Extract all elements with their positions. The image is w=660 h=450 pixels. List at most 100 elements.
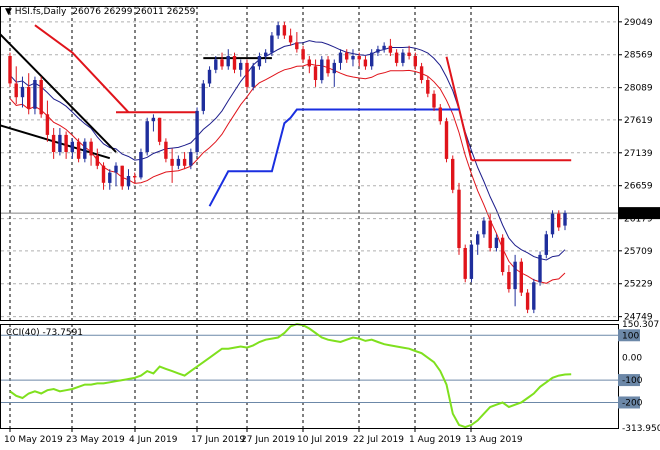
price-tick-label: 29049: [624, 18, 653, 28]
candle-body: [39, 80, 43, 115]
candle-body: [76, 141, 81, 159]
candle-body: [419, 66, 424, 80]
candle-body: [307, 59, 311, 67]
candle-body: [320, 59, 324, 81]
candle-body: [14, 83, 18, 98]
candle-body: [394, 52, 399, 63]
candle-body: [27, 86, 31, 109]
candle-body: [426, 80, 430, 94]
candle-body: [276, 25, 280, 36]
candle-body: [550, 213, 555, 235]
candle-body: [33, 80, 37, 109]
candle-body: [157, 117, 162, 142]
candle-body: [382, 45, 386, 50]
chart-title: ▼ HSI.fs,Daily 26076 26299 26011 26259: [5, 7, 196, 17]
candle-body: [463, 248, 467, 279]
envelope-upper-line: [9, 40, 566, 261]
candle-body: [101, 165, 106, 183]
date-label: 10 Jul 2019: [297, 435, 348, 445]
candle-body: [500, 237, 505, 272]
candle-body: [126, 176, 131, 187]
candles: [8, 21, 567, 314]
cci-tick-label: 0.00: [622, 354, 642, 364]
candle-body: [176, 158, 181, 166]
candle-body: [388, 45, 393, 53]
date-label: 4 Jun 2019: [129, 435, 178, 445]
candle-body: [469, 244, 474, 279]
candle-body: [332, 62, 336, 74]
date-label: 23 May 2019: [66, 435, 125, 445]
candle-body: [170, 158, 174, 166]
candle-body: [220, 59, 224, 67]
candle-body: [232, 56, 237, 70]
symbol-label: HSI.fs,Daily: [15, 7, 67, 17]
candle-body: [226, 56, 230, 67]
candle-body: [264, 52, 268, 56]
price-tick-label: 26179: [624, 215, 653, 225]
candle-body: [407, 52, 411, 56]
date-label: 17 Jun 2019: [191, 435, 245, 445]
candle-body: [519, 261, 523, 293]
candle-body: [51, 134, 56, 152]
candle-body: [83, 141, 87, 159]
price-tick-label: 28089: [624, 84, 653, 94]
candle-body: [257, 56, 262, 67]
candle-body: [189, 152, 193, 166]
date-label: 13 Aug 2019: [465, 435, 523, 445]
candle-body: [494, 237, 499, 248]
candle-body: [544, 234, 548, 255]
candle-body: [525, 292, 530, 310]
candle-body: [295, 42, 299, 50]
candle-body: [444, 121, 449, 159]
candle-body: [451, 158, 455, 190]
candle-body: [164, 141, 168, 159]
cci-level-marker: [618, 329, 640, 342]
candle-body: [401, 52, 405, 63]
date-label: 22 Jul 2019: [353, 435, 404, 445]
trendline-upper: [0, 33, 117, 153]
current-price-marker: [618, 207, 660, 220]
candle-body: [95, 155, 99, 166]
collapse-triangle-icon[interactable]: ▼: [5, 7, 15, 17]
candle-body: [108, 172, 112, 183]
cci-tick-label: 100: [622, 331, 639, 341]
candle-body: [145, 121, 149, 153]
candle-body: [20, 86, 25, 98]
candle-body: [239, 62, 243, 70]
price-tick-label: 27139: [624, 149, 653, 159]
candle-body: [432, 93, 436, 108]
candle-body: [214, 59, 218, 70]
price-tick-label: 28569: [624, 51, 653, 61]
candle-body: [313, 66, 318, 80]
grid: [1, 6, 618, 428]
candle-body: [345, 52, 349, 60]
candle-body: [201, 83, 205, 111]
candle-body: [326, 59, 330, 74]
price-pane-frame: [0, 6, 619, 321]
candle-body: [363, 59, 368, 67]
candle-body: [151, 117, 156, 122]
cci-line: [9, 323, 572, 429]
candle-body: [114, 165, 118, 173]
red-trail-line-2: [445, 56, 473, 161]
candle-body: [64, 134, 68, 152]
cci-tick-label: -100: [622, 376, 643, 386]
candle-body: [476, 234, 480, 245]
candle-body: [182, 158, 187, 166]
candle-body: [120, 165, 124, 187]
candle-body: [195, 110, 199, 152]
blue-stop-line: [208, 108, 459, 207]
candle-body: [457, 189, 461, 248]
price-tick-label: 25229: [624, 280, 653, 290]
cci-pane: [1, 323, 618, 429]
date-label: 27 Jun 2019: [241, 435, 295, 445]
price-tick-label: 24749: [624, 313, 653, 323]
candle-body: [301, 49, 305, 60]
candle-body: [538, 254, 542, 283]
cci-tick-label: -313.9500: [622, 424, 660, 434]
candle-body: [70, 141, 74, 152]
candle-body: [45, 114, 50, 135]
candle-body: [557, 213, 561, 228]
ohlc-label: 26076 26299 26011 26259: [72, 7, 195, 17]
